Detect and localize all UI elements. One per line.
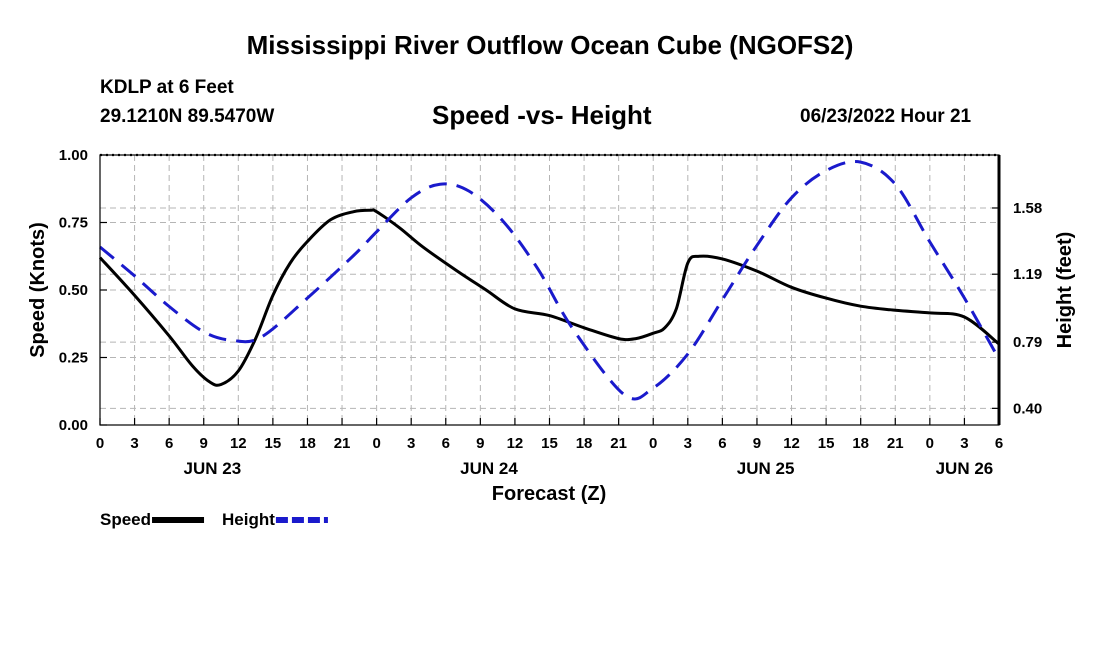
y2-tick-label: 0.40	[1013, 400, 1042, 417]
x-tick-label: 3	[960, 435, 968, 452]
x-tick-label: 18	[299, 435, 316, 452]
x-tick-label: 0	[96, 435, 104, 452]
label-layer: Speed (Knots) Height (feet) Forecast (Z)…	[27, 147, 1076, 505]
y-axis-label: Speed (Knots)	[27, 222, 49, 358]
x-tick-label: 0	[926, 435, 934, 452]
date-label: JUN 25	[737, 459, 795, 478]
y-tick-label: 1.00	[59, 147, 88, 164]
y2-tick-label: 1.19	[1013, 266, 1042, 283]
y-tick-label: 0.00	[59, 417, 88, 434]
legend: Speed Height	[100, 510, 328, 529]
x-tick-label: 21	[887, 435, 904, 452]
x-tick-label: 9	[200, 435, 208, 452]
x-tick-label: 0	[372, 435, 380, 452]
x-tick-label: 21	[334, 435, 351, 452]
x-tick-label: 9	[753, 435, 761, 452]
station-name: KDLP at 6 Feet	[100, 77, 234, 98]
date-label: JUN 23	[184, 459, 242, 478]
y-tick-label: 0.50	[59, 282, 88, 299]
x-tick-label: 3	[407, 435, 415, 452]
x-tick-label: 12	[507, 435, 524, 452]
axis-layer	[99, 153, 1001, 426]
x-tick-label: 15	[541, 435, 558, 452]
height-series-line	[99, 160, 1001, 401]
grid-layer	[100, 155, 999, 425]
y-tick-label: 0.75	[59, 215, 88, 232]
x-tick-label: 12	[230, 435, 247, 452]
y2-tick-label: 0.79	[1013, 334, 1042, 351]
x-tick-label: 3	[684, 435, 692, 452]
x-tick-label: 21	[610, 435, 627, 452]
x-tick-label: 3	[130, 435, 138, 452]
legend-label: Speed	[100, 510, 151, 529]
x-axis-label: Forecast (Z)	[492, 483, 606, 505]
x-tick-label: 12	[783, 435, 800, 452]
y2-tick-label: 1.58	[1013, 200, 1042, 217]
x-tick-label: 6	[165, 435, 173, 452]
speed-series-line	[98, 208, 1000, 387]
date-label: JUN 24	[460, 459, 518, 478]
x-tick-label: 6	[718, 435, 726, 452]
x-tick-label: 6	[995, 435, 1003, 452]
date-label: JUN 26	[936, 459, 994, 478]
y-tick-label: 0.25	[59, 350, 88, 367]
x-tick-label: 18	[576, 435, 593, 452]
x-tick-label: 0	[649, 435, 657, 452]
x-tick-label: 6	[442, 435, 450, 452]
series-layer	[98, 160, 1001, 401]
chart-subtitle: Speed -vs- Height	[432, 100, 652, 130]
x-tick-label: 18	[852, 435, 869, 452]
x-tick-label: 15	[265, 435, 282, 452]
forecast-date: 06/23/2022 Hour 21	[800, 106, 972, 127]
legend-label: Height	[222, 510, 275, 529]
x-tick-label: 9	[476, 435, 484, 452]
station-coordinates: 29.1210N 89.5470W	[100, 106, 275, 127]
y2-axis-label: Height (feet)	[1054, 232, 1076, 349]
page-title: Mississippi River Outflow Ocean Cube (NG…	[246, 30, 854, 60]
x-tick-label: 15	[818, 435, 835, 452]
